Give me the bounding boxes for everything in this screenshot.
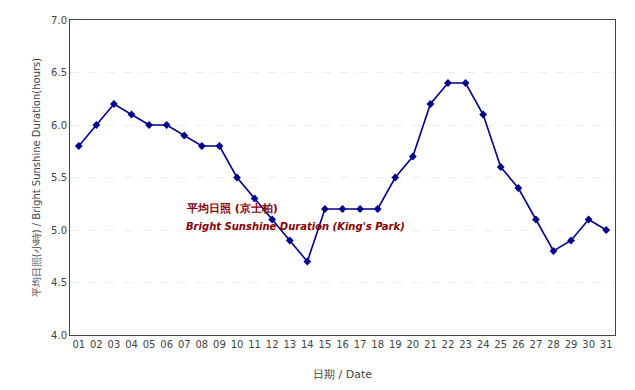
svg-text:6.0: 6.0 [51,120,67,131]
svg-text:14: 14 [301,339,314,350]
svg-text:平均日照(小時) / Bright Sunshine Dur: 平均日照(小時) / Bright Sunshine Duration(hour… [31,58,42,298]
svg-text:31: 31 [600,339,613,350]
svg-text:17: 17 [354,339,367,350]
svg-text:12: 12 [266,339,279,350]
svg-text:6.5: 6.5 [51,67,67,78]
svg-text:日期 / Date: 日期 / Date [313,368,372,381]
svg-text:19: 19 [389,339,402,350]
svg-text:11: 11 [248,339,261,350]
svg-text:28: 28 [547,339,560,350]
svg-text:20: 20 [406,339,419,350]
svg-text:29: 29 [565,339,578,350]
svg-text:07: 07 [178,339,191,350]
svg-text:23: 23 [459,339,472,350]
svg-text:平均日照 (京士柏): 平均日照 (京士柏) [186,202,278,215]
svg-text:5.5: 5.5 [51,172,67,183]
svg-text:5.0: 5.0 [51,225,67,236]
svg-text:16: 16 [336,339,349,350]
svg-text:30: 30 [582,339,595,350]
svg-text:27: 27 [530,339,543,350]
svg-text:09: 09 [213,339,226,350]
svg-text:04: 04 [125,339,138,350]
svg-text:22: 22 [442,339,455,350]
svg-text:10: 10 [231,339,244,350]
svg-text:26: 26 [512,339,525,350]
svg-text:03: 03 [108,339,121,350]
svg-text:25: 25 [494,339,507,350]
svg-text:18: 18 [371,339,384,350]
svg-text:7.0: 7.0 [51,15,67,26]
svg-text:15: 15 [319,339,332,350]
svg-text:13: 13 [283,339,296,350]
svg-text:Bright Sunshine Duration (King: Bright Sunshine Duration (King's Park) [186,221,405,232]
svg-text:01: 01 [72,339,85,350]
svg-text:24: 24 [477,339,490,350]
svg-text:05: 05 [143,339,156,350]
svg-text:02: 02 [90,339,103,350]
svg-text:4.0: 4.0 [51,330,67,341]
svg-text:08: 08 [195,339,208,350]
svg-text:4.5: 4.5 [51,277,67,288]
svg-text:06: 06 [160,339,173,350]
svg-text:21: 21 [424,339,437,350]
